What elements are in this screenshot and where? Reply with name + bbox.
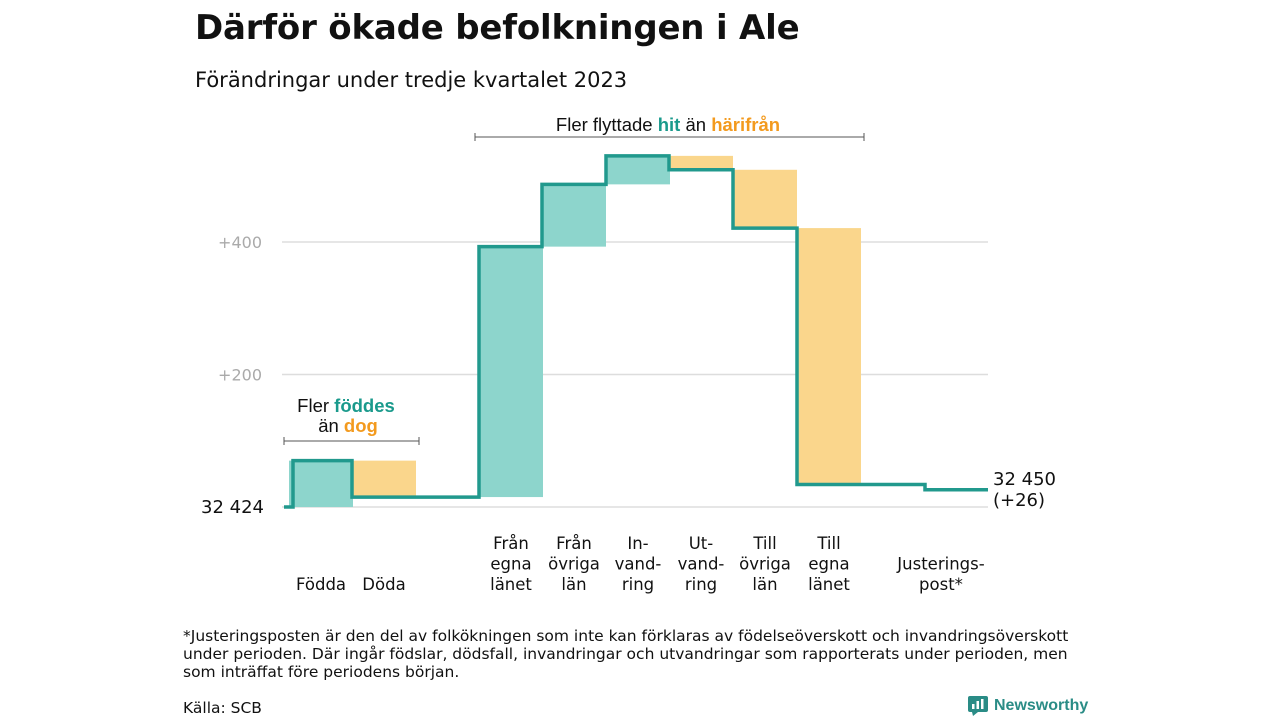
category-label: län (561, 575, 586, 594)
end-value-label: (+26) (993, 490, 1045, 511)
category-label: post* (919, 575, 963, 594)
category-label: vand- (678, 555, 725, 574)
y-tick-label: +200 (218, 366, 262, 385)
bar (733, 169, 797, 229)
category-label: Justerings- (896, 555, 984, 574)
category-label: Födda (296, 575, 346, 594)
category-label: övriga (548, 555, 600, 574)
cumulative-step-line (284, 154, 988, 509)
category-label: Ut- (689, 534, 714, 553)
source-note: Källa: SCB (183, 699, 262, 717)
category-label: egna (490, 555, 531, 574)
start-value-label: 32 424 (201, 497, 264, 518)
migration-annotation: Fler flyttade hit än härifrån (556, 114, 780, 135)
category-label: vand- (615, 555, 662, 574)
category-label: Från (556, 534, 592, 553)
footnote: *Justeringsposten är den del av folkökni… (183, 627, 1069, 681)
chart-title: Därför ökade befolkningen i Ale (195, 8, 800, 48)
brand-logo: Newsworthy (968, 696, 1088, 716)
births-annotation-line2: än dog (318, 415, 378, 436)
newsworthy-icon (968, 696, 988, 716)
category-label: länet (490, 575, 532, 594)
bar (542, 184, 606, 247)
end-value-label: 32 450 (993, 469, 1056, 490)
bar (606, 155, 670, 185)
category-label: övriga (739, 555, 791, 574)
y-tick-label: +400 (218, 233, 262, 252)
category-label: Till (752, 534, 776, 553)
births-annotation-line1: Fler föddes (297, 395, 395, 416)
bar (479, 246, 543, 498)
category-label: egna (808, 555, 849, 574)
brand-name: Newsworthy (994, 697, 1089, 714)
category-label: Till (816, 534, 840, 553)
category-label: ring (685, 575, 717, 594)
category-label: län (752, 575, 777, 594)
bar (352, 460, 416, 498)
category-label: ring (622, 575, 654, 594)
category-label: Från (493, 534, 529, 553)
bar (669, 155, 733, 170)
category-label: länet (808, 575, 850, 594)
category-label: Döda (362, 575, 405, 594)
chart-subtitle: Förändringar under tredje kvartalet 2023 (195, 68, 628, 92)
category-label: In- (627, 534, 648, 553)
bar (797, 228, 861, 485)
bar (289, 460, 353, 507)
